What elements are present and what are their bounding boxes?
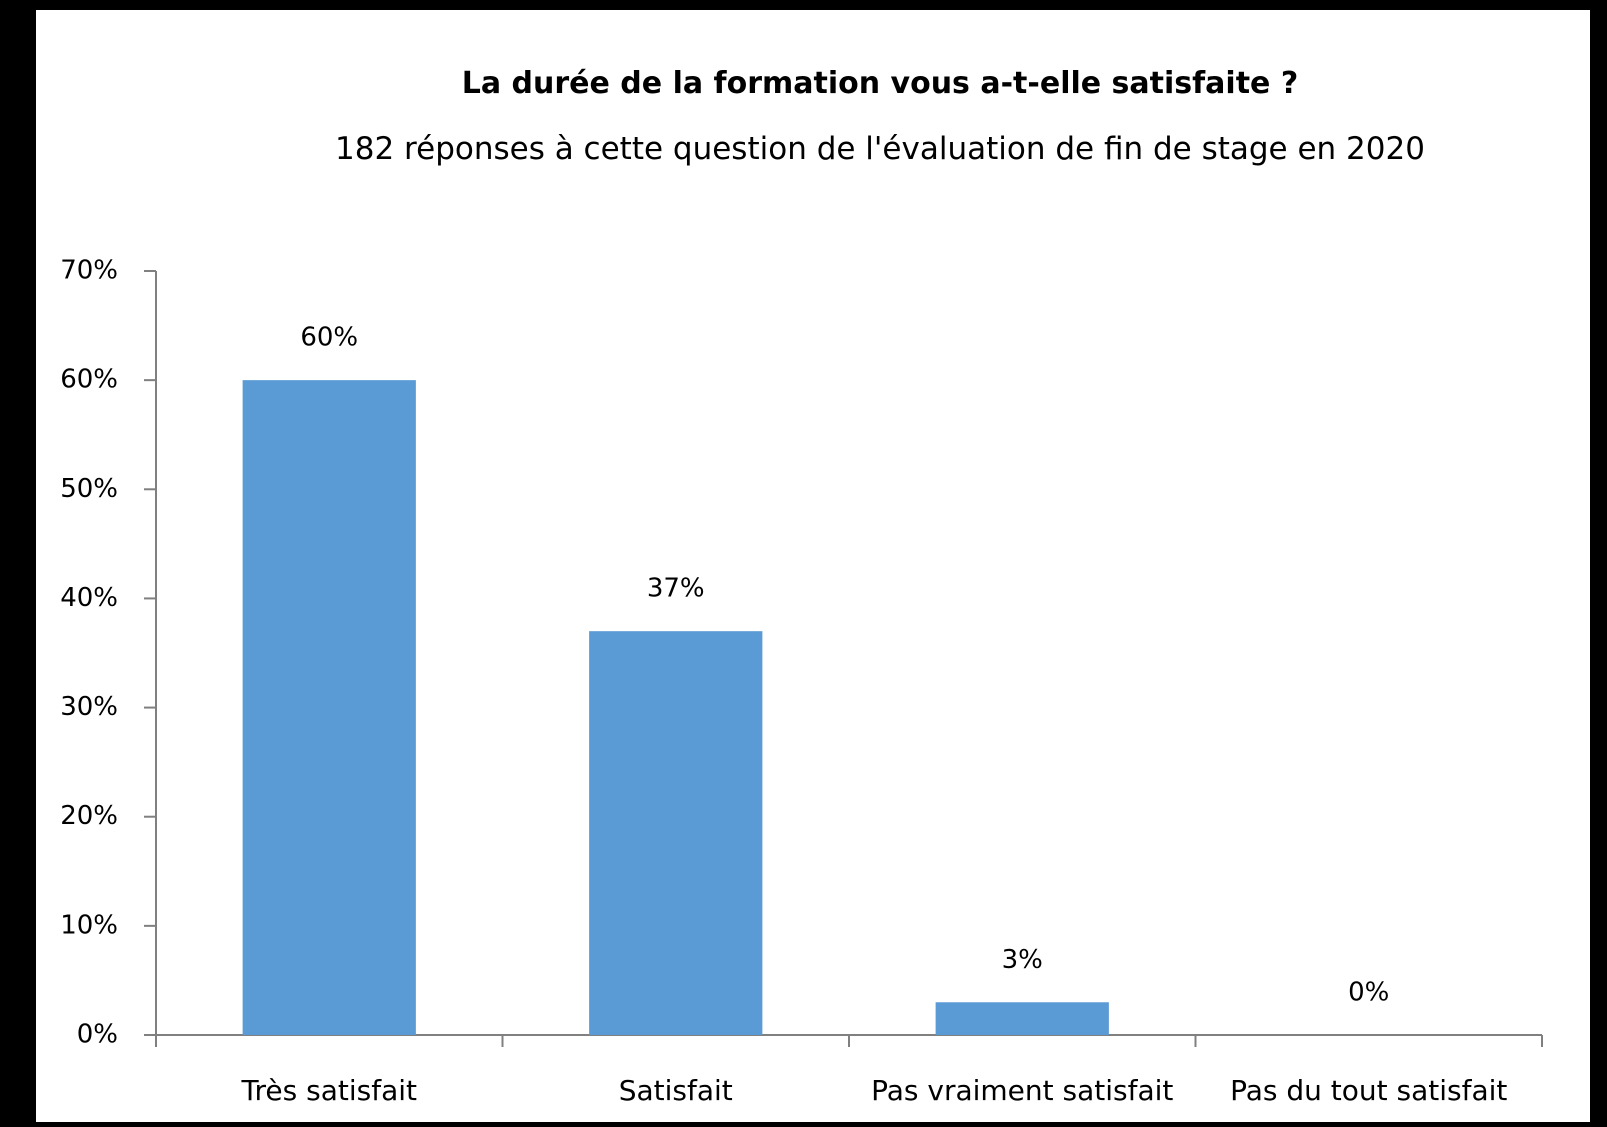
chart-title: La durée de la formation vous a-t-elle s… — [461, 66, 1299, 101]
data-label: 60% — [300, 323, 358, 353]
chart-subtitle: 182 réponses à cette question de l'évalu… — [335, 131, 1425, 167]
bar — [242, 380, 416, 1036]
y-tick-label: 30% — [60, 692, 118, 722]
bar — [935, 1002, 1109, 1035]
y-tick-label: 50% — [60, 474, 118, 504]
x-tick-label: Pas vraiment satisfait — [871, 1074, 1173, 1107]
data-label: 0% — [1348, 978, 1389, 1008]
data-label: 37% — [647, 574, 705, 604]
bar — [589, 631, 763, 1035]
y-tick-label: 70% — [60, 256, 118, 286]
y-tick-label: 20% — [60, 801, 118, 831]
y-tick-label: 40% — [60, 583, 118, 613]
x-tick-label: Satisfait — [619, 1074, 733, 1107]
data-label: 3% — [1002, 945, 1043, 975]
y-tick-label: 0% — [77, 1020, 118, 1050]
y-tick-label: 10% — [60, 910, 118, 940]
y-tick-label: 60% — [60, 365, 118, 395]
x-tick-label: Très satisfait — [241, 1074, 417, 1107]
x-tick-label: Pas du tout satisfait — [1230, 1074, 1507, 1107]
